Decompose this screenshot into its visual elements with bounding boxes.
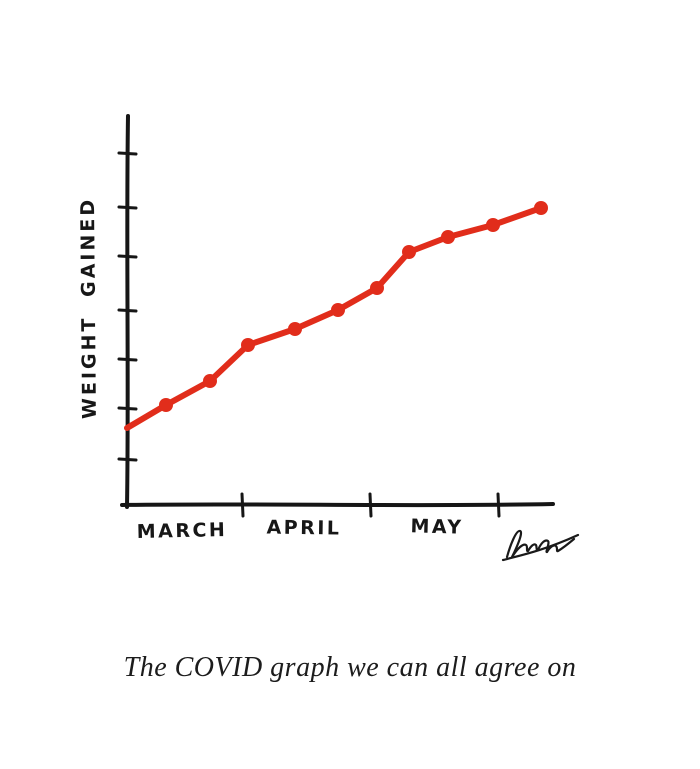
data-point bbox=[441, 230, 455, 244]
x-axis-tick bbox=[240, 492, 245, 518]
x-axis-label-april: APRIL bbox=[266, 516, 342, 540]
x-axis-tick bbox=[496, 492, 501, 518]
y-axis-tick bbox=[117, 406, 138, 411]
artist-signature-icon bbox=[501, 529, 580, 562]
data-point bbox=[486, 218, 500, 232]
x-axis-label-may: MAY bbox=[410, 515, 464, 539]
y-axis-tick bbox=[117, 205, 138, 210]
data-point bbox=[203, 374, 217, 388]
data-point bbox=[402, 245, 416, 259]
x-axis-label-march: MARCH bbox=[136, 519, 228, 543]
data-point bbox=[370, 281, 384, 295]
data-point bbox=[534, 201, 548, 215]
chart-caption: The COVID graph we can all agree on bbox=[123, 652, 577, 683]
x-axis-line bbox=[120, 502, 555, 508]
y-axis-tick bbox=[117, 308, 138, 313]
data-point bbox=[288, 322, 302, 336]
y-axis-tick bbox=[117, 151, 138, 156]
y-axis-tick bbox=[117, 457, 138, 462]
y-axis-tick bbox=[117, 254, 138, 259]
y-axis-title: WEIGHT GAINED bbox=[76, 196, 101, 420]
x-axis-tick bbox=[368, 492, 373, 518]
data-point bbox=[331, 303, 345, 317]
data-line bbox=[124, 205, 544, 431]
y-axis-tick bbox=[117, 357, 138, 362]
data-point bbox=[241, 338, 255, 352]
data-point bbox=[159, 398, 173, 412]
